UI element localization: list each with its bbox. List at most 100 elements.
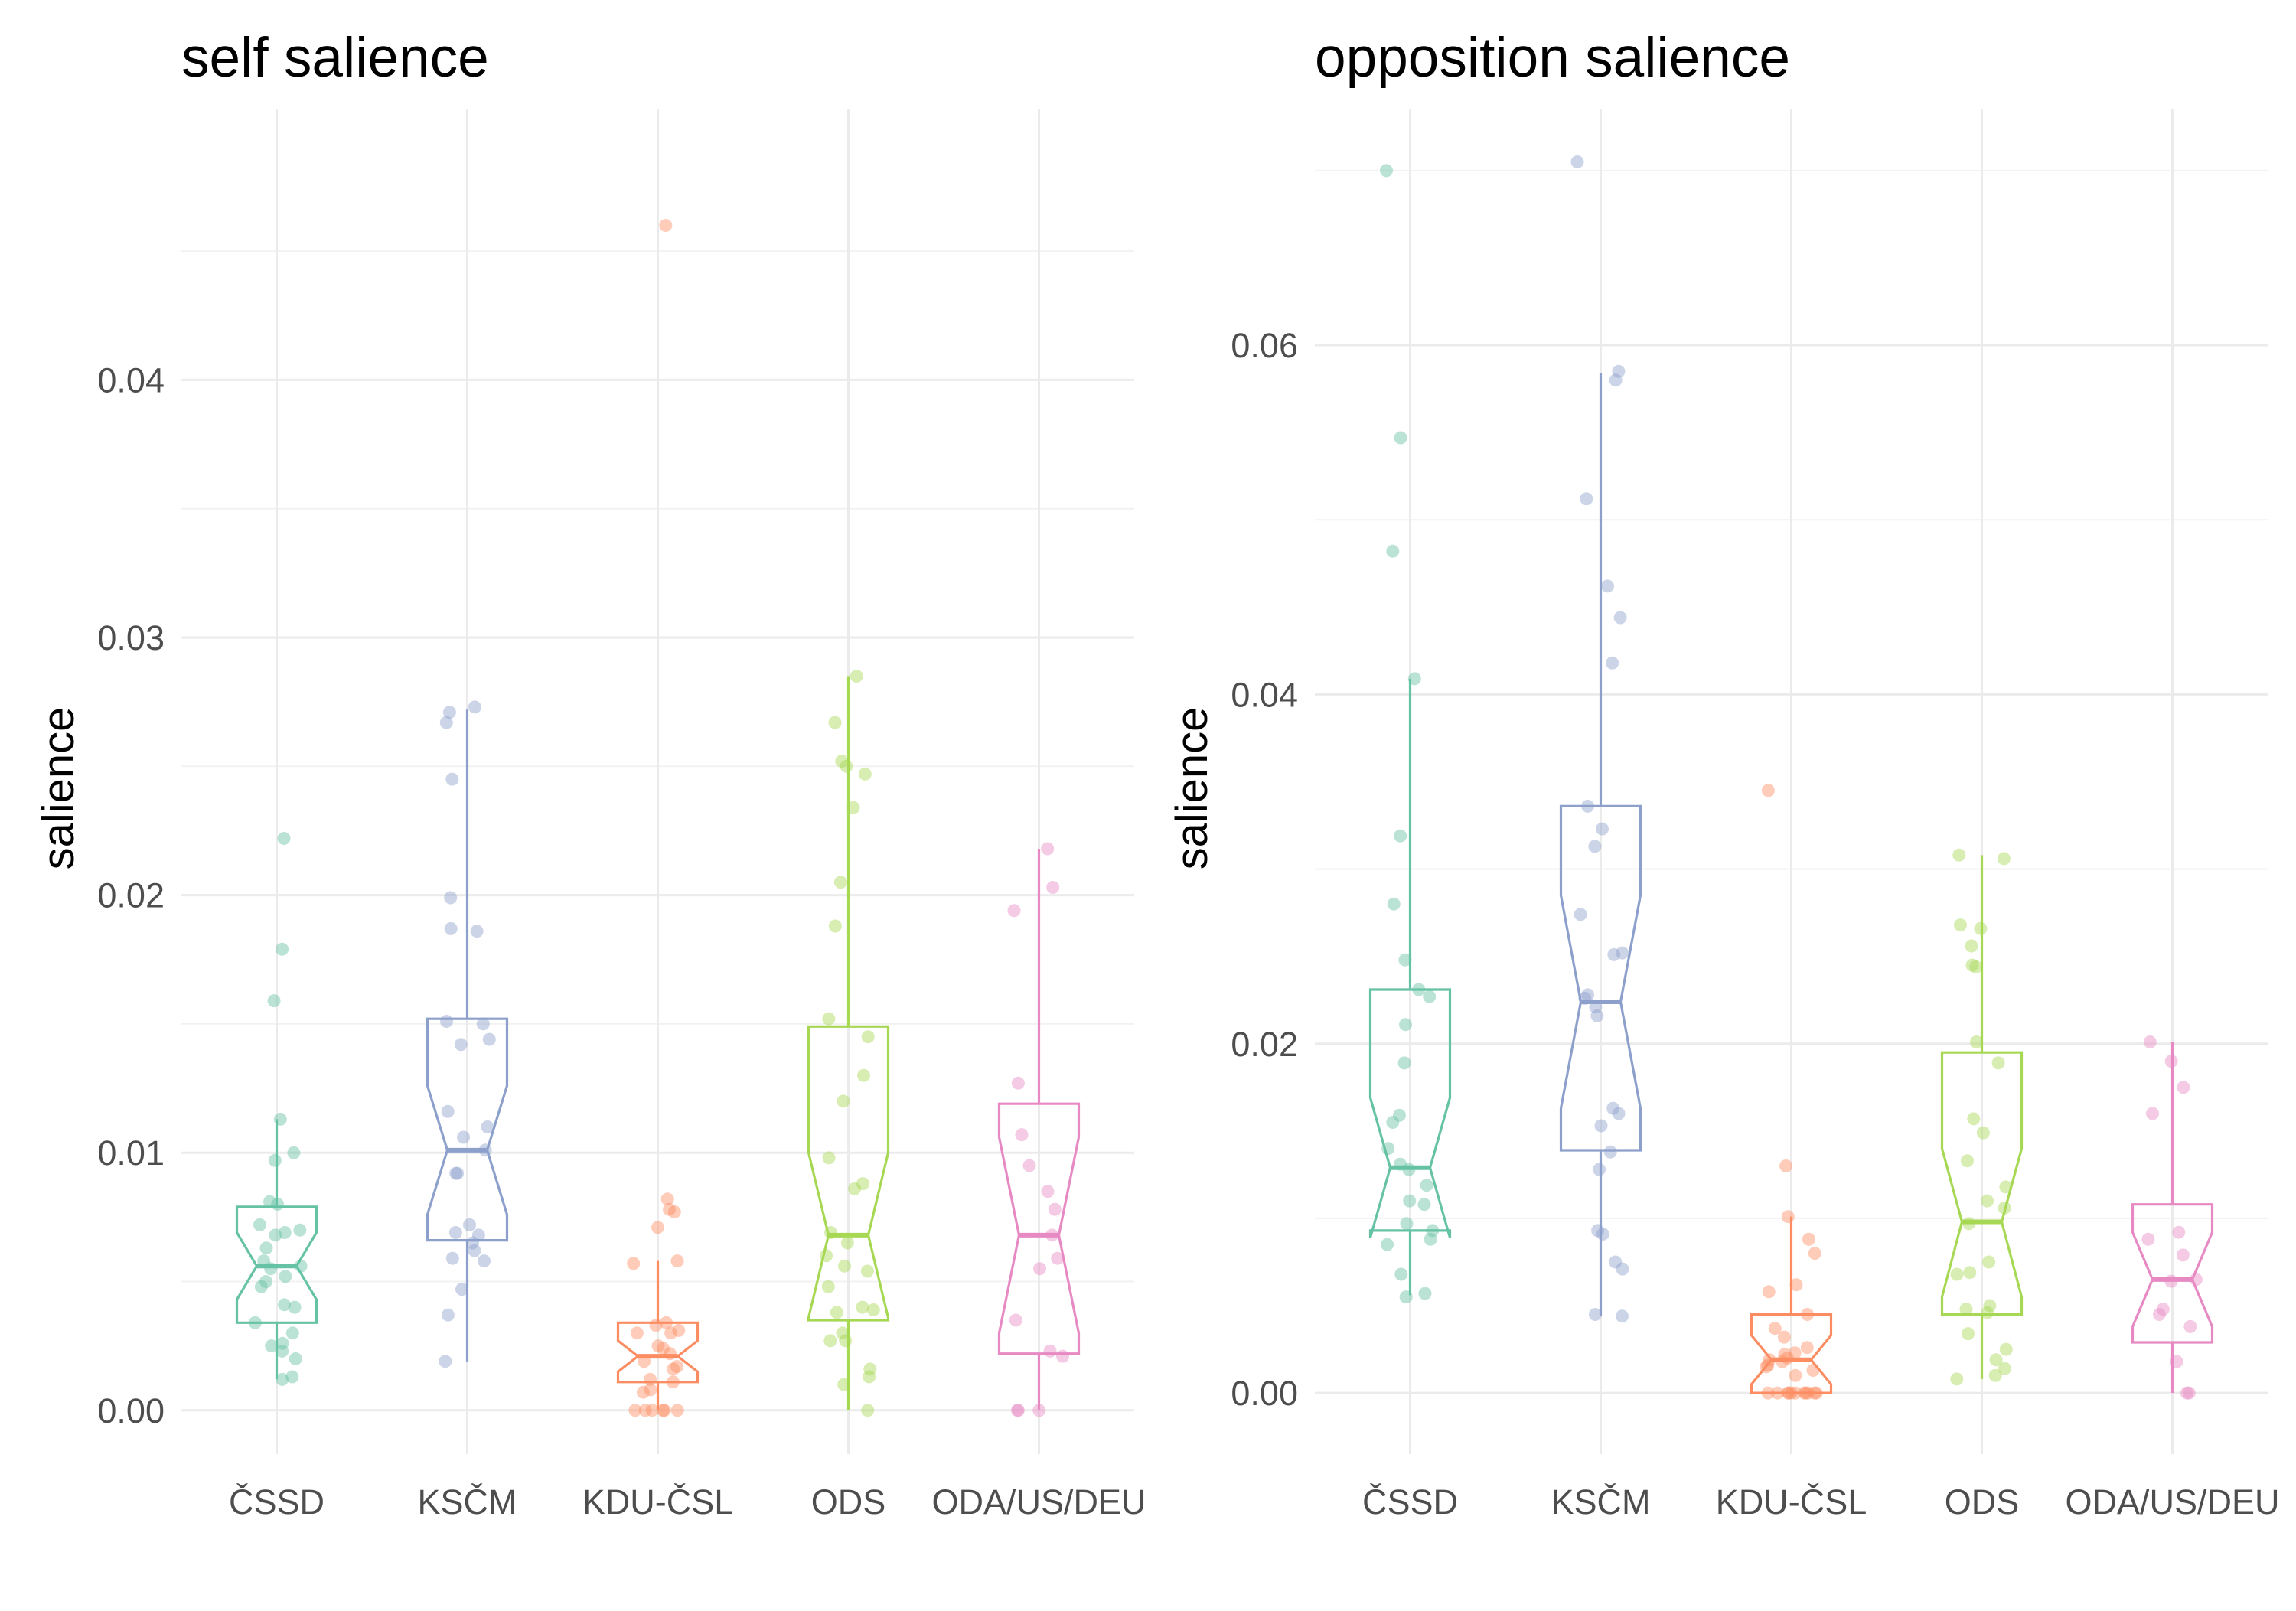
data-point-kscm [1606, 656, 1619, 670]
data-point-cssd [1394, 1267, 1408, 1281]
data-point-cssd [1393, 1108, 1406, 1122]
data-point-kdu-csl [627, 1257, 641, 1270]
data-point-cssd [1399, 1018, 1412, 1032]
panel-opposition-salience: opposition salience salience 0.000.020.0… [1167, 27, 2280, 1521]
data-point-cssd [287, 1146, 301, 1159]
data-point-ods [1950, 1372, 1964, 1386]
data-point-kscm [1590, 1009, 1604, 1022]
y-tick-label: 0.00 [97, 1391, 165, 1430]
data-point-kdu-csl [1788, 1346, 1802, 1360]
data-point-oda-us-deu [2143, 1035, 2157, 1048]
data-point-cssd [1386, 544, 1400, 558]
data-point-ods [1962, 1327, 1975, 1341]
x-tick-label-kdu-csl: KDU-ČSL [1716, 1482, 1867, 1521]
data-point-cssd [289, 1352, 302, 1365]
data-point-kdu-csl [660, 1192, 674, 1206]
data-point-cssd [1398, 953, 1412, 967]
data-point-kdu-csl [1800, 1341, 1814, 1355]
data-point-ods [840, 1236, 854, 1250]
x-tick-label-kscm: KSČM [417, 1482, 517, 1521]
data-point-ods [837, 1094, 850, 1108]
data-point-cssd [267, 994, 281, 1008]
data-point-ods [1983, 1299, 1997, 1313]
data-point-ods [860, 1264, 874, 1278]
data-point-oda-us-deu [2152, 1308, 2166, 1321]
x-tick-label-oda-us-deu: ODA/US/DEU [2065, 1482, 2279, 1521]
data-point-cssd [278, 1226, 292, 1239]
data-point-kscm [439, 1355, 452, 1368]
data-point-kdu-csl [1761, 784, 1775, 797]
data-point-ods [1963, 1266, 1977, 1280]
box-kscm [426, 1017, 509, 1242]
data-point-kdu-csl [670, 1254, 684, 1268]
data-point-ods [1965, 958, 1979, 972]
data-point-kscm [1616, 1309, 1629, 1323]
data-point-kdu-csl [628, 1404, 642, 1417]
data-point-cssd [276, 1336, 289, 1350]
data-point-kdu-csl [1802, 1232, 1815, 1246]
data-point-kdu-csl [1777, 1330, 1791, 1344]
data-point-kscm [441, 1308, 455, 1322]
data-point-ods [850, 670, 863, 683]
data-point-oda-us-deu [1011, 1404, 1024, 1417]
data-point-oda-us-deu [1056, 1349, 1069, 1363]
y-tick-label: 0.02 [1231, 1025, 1298, 1064]
box-kdu-csl [616, 1321, 700, 1384]
box-oda-us-deu [997, 1102, 1081, 1355]
data-point-cssd [1424, 1232, 1437, 1246]
data-point-oda-us-deu [1048, 1202, 1062, 1216]
data-point-cssd [1386, 1116, 1400, 1129]
data-point-kscm [1612, 1107, 1626, 1120]
data-point-kdu-csl [645, 1404, 659, 1417]
data-point-kdu-csl [1789, 1368, 1802, 1382]
data-point-kdu-csl [657, 1342, 670, 1355]
data-point-kscm [476, 1017, 490, 1031]
data-point-ods [1961, 1154, 1974, 1168]
data-point-cssd [278, 1298, 291, 1312]
data-point-cssd [1423, 990, 1437, 1003]
data-point-kdu-csl [1806, 1364, 1820, 1377]
data-point-ods [1952, 848, 1966, 862]
panel-title-self-salience: self salience [181, 27, 489, 89]
box-kscm [1559, 804, 1642, 1152]
data-point-kdu-csl [670, 1404, 684, 1417]
data-point-kscm [451, 1166, 465, 1180]
x-tick-label-ods: ODS [1945, 1482, 2020, 1521]
data-point-cssd [263, 1195, 276, 1208]
y-tick-label: 0.00 [1231, 1374, 1298, 1413]
data-point-kscm [441, 1104, 455, 1118]
data-point-kscm [1616, 946, 1629, 960]
data-point-kdu-csl [1768, 1322, 1782, 1335]
data-point-kscm [1609, 1255, 1623, 1269]
data-point-ods [1997, 852, 2011, 866]
data-point-ods [857, 1068, 870, 1082]
data-point-kdu-csl [1781, 1210, 1795, 1224]
data-point-kscm [478, 1254, 491, 1268]
data-point-oda-us-deu [1032, 1404, 1046, 1417]
data-point-oda-us-deu [1033, 1262, 1046, 1276]
y-tick-label: 0.03 [97, 618, 165, 657]
data-point-ods [1965, 939, 1978, 953]
data-point-cssd [293, 1223, 307, 1237]
x-tick-label-oda-us-deu: ODA/US/DEU [931, 1482, 1146, 1521]
data-point-kdu-csl [657, 1404, 671, 1417]
data-point-cssd [253, 1218, 266, 1231]
data-point-ods [1988, 1368, 2002, 1382]
data-point-kscm [449, 1166, 463, 1180]
y-tick-label: 0.01 [97, 1133, 165, 1172]
data-point-cssd [279, 1270, 292, 1283]
data-point-oda-us-deu [1041, 842, 1055, 856]
data-point-ods [822, 1151, 836, 1165]
data-point-oda-us-deu [2182, 1386, 2196, 1400]
data-point-kscm [440, 1015, 453, 1028]
data-point-cssd [1380, 164, 1393, 178]
data-point-kscm [1613, 611, 1627, 625]
x-tick-label-cssd: ČSSD [1362, 1482, 1458, 1521]
data-point-kdu-csl [656, 1404, 670, 1417]
data-point-ods [861, 1030, 875, 1044]
data-point-ods [840, 759, 853, 773]
data-point-ods [822, 1012, 836, 1026]
data-point-cssd [276, 1372, 289, 1386]
y-tick-label: 0.02 [97, 876, 165, 915]
data-point-kscm [455, 1283, 468, 1296]
